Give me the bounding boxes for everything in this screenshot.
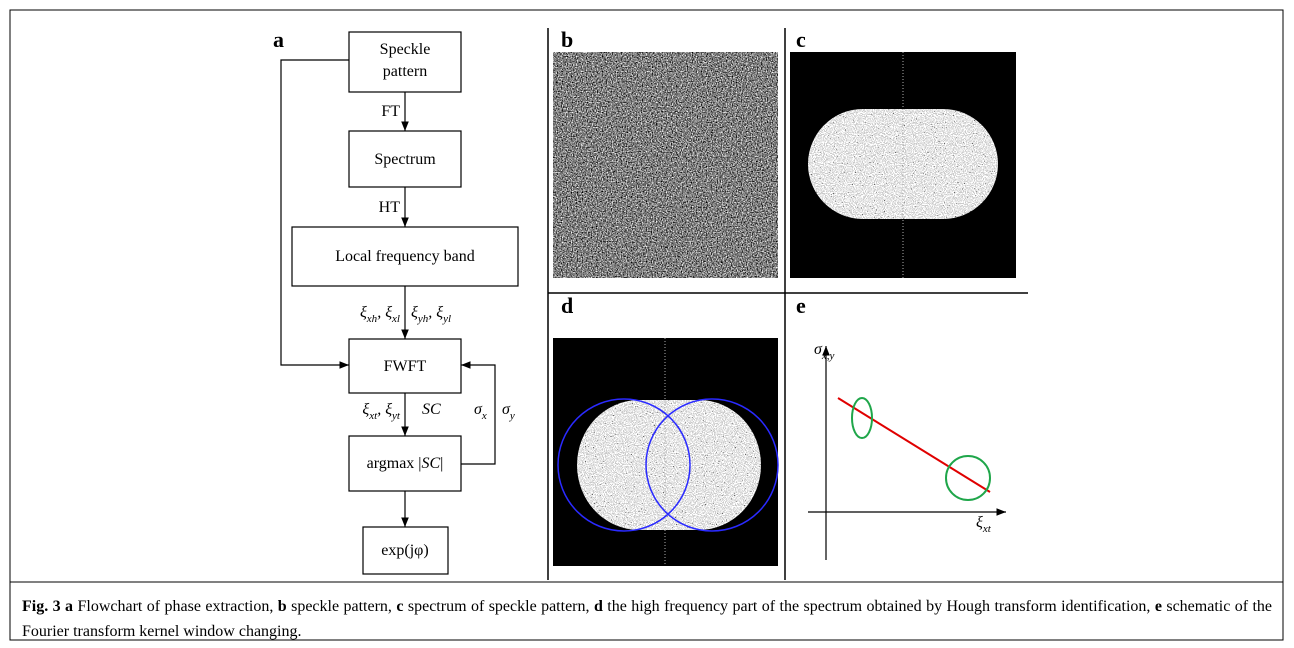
flow-node bbox=[348, 31, 462, 93]
text-run: x bbox=[481, 410, 487, 422]
caption-run: speckle pattern, bbox=[286, 598, 397, 615]
text-run: Spectrum bbox=[374, 151, 436, 168]
caption-run: e bbox=[1154, 598, 1162, 615]
text-run: xl bbox=[391, 313, 400, 325]
caption-run: c bbox=[396, 598, 404, 615]
caption: Fig. 3 a Flowchart of phase extraction, … bbox=[22, 594, 1272, 644]
text-run: SC bbox=[422, 401, 441, 418]
window-ellipse bbox=[945, 455, 991, 501]
caption-run: schematic of the Fourier transform kerne… bbox=[22, 598, 1277, 640]
text-run: exp(jφ) bbox=[381, 542, 428, 559]
node-label: Spectrum bbox=[374, 151, 436, 168]
text-run: xt bbox=[368, 410, 378, 422]
text-run: , ξ bbox=[428, 304, 443, 321]
node-label: pattern bbox=[383, 63, 427, 80]
hough-circle bbox=[645, 398, 779, 532]
figure-border bbox=[9, 9, 1284, 641]
text-run: SC bbox=[422, 455, 441, 472]
node-label: FWFT bbox=[384, 358, 427, 375]
caption-run: Fig. 3 a bbox=[22, 598, 74, 615]
node-label: argmax |SC| bbox=[367, 455, 444, 472]
text-run: argmax | bbox=[367, 455, 422, 472]
edge-label: ξxt, ξyt bbox=[362, 401, 401, 422]
x-axis-label: ξxt bbox=[976, 514, 992, 535]
y-axis-label: σx,y bbox=[814, 341, 835, 362]
edge-label: σy bbox=[502, 401, 515, 422]
text-run: ξ bbox=[362, 401, 369, 418]
text-run: xh bbox=[366, 313, 378, 325]
edge-label: FT bbox=[381, 103, 400, 120]
caption-run: Flowchart of phase extraction, bbox=[73, 598, 278, 615]
text-run: pattern bbox=[383, 63, 427, 80]
trend-line bbox=[837, 397, 991, 493]
text-run: FWFT bbox=[384, 358, 427, 375]
feedback-arrow bbox=[461, 361, 496, 465]
panel-label: a bbox=[273, 27, 284, 52]
flow-node bbox=[348, 435, 462, 492]
hough-circle bbox=[557, 398, 691, 532]
text-run: , ξ bbox=[377, 304, 392, 321]
text-run: Local frequency band bbox=[335, 248, 474, 265]
window-ellipse bbox=[851, 397, 873, 439]
text-run: σ bbox=[474, 401, 483, 418]
caption-run: b bbox=[277, 598, 287, 615]
panel-label: d bbox=[561, 293, 573, 318]
edge-label: σx bbox=[474, 401, 487, 422]
text-run: , ξ bbox=[377, 401, 392, 418]
edge-label: SC bbox=[422, 401, 441, 418]
flow-node bbox=[291, 226, 519, 287]
flow-node bbox=[348, 130, 462, 188]
text-run: σ bbox=[502, 401, 511, 418]
text-run: | bbox=[440, 455, 443, 472]
edge-label: ξxh, ξxl bbox=[360, 304, 400, 325]
text-run: yh bbox=[417, 313, 429, 325]
caption-run: d bbox=[593, 598, 603, 615]
node-label: Speckle bbox=[380, 41, 431, 58]
text-run: σ bbox=[814, 341, 823, 358]
speckle-image bbox=[553, 52, 778, 278]
text-run: ξ bbox=[411, 304, 418, 321]
panel-label: c bbox=[796, 27, 806, 52]
node-label: exp(jφ) bbox=[381, 542, 428, 559]
bypass-arrow bbox=[280, 59, 349, 369]
text-run: Speckle bbox=[380, 41, 431, 58]
panel-label: e bbox=[796, 293, 806, 318]
text-run: FT bbox=[381, 103, 400, 120]
flow-node bbox=[362, 526, 449, 575]
text-run: x,y bbox=[821, 350, 835, 362]
panel-label: b bbox=[561, 27, 573, 52]
flow-node bbox=[348, 338, 462, 394]
text-run: yl bbox=[442, 313, 451, 325]
text-run: yt bbox=[391, 410, 401, 422]
text-run: xt bbox=[982, 523, 992, 535]
text-run: ξ bbox=[976, 514, 983, 531]
caption-run: spectrum of speckle pattern, bbox=[403, 598, 594, 615]
text-run: ξ bbox=[360, 304, 367, 321]
caption-run: the high frequency part of the spectrum … bbox=[602, 598, 1155, 615]
text-run: y bbox=[509, 410, 515, 422]
node-label: Local frequency band bbox=[335, 248, 474, 265]
text-run: HT bbox=[379, 199, 401, 216]
high-frequency-blob bbox=[577, 400, 761, 530]
edge-label: HT bbox=[379, 199, 401, 216]
edge-label: ξyh, ξyl bbox=[411, 304, 451, 325]
